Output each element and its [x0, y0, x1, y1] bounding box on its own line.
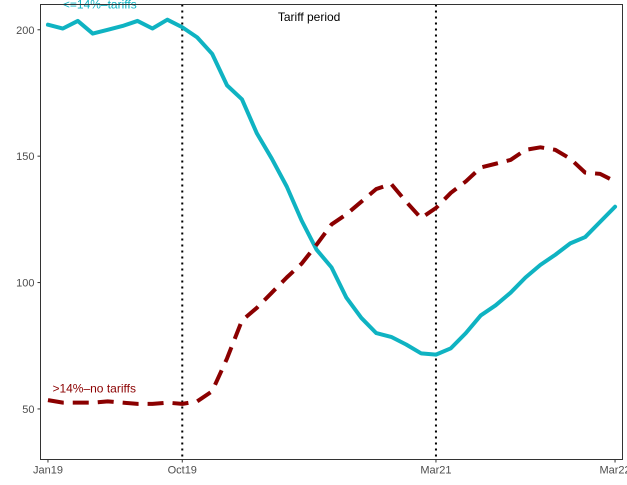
y-tick-label: 50 — [22, 404, 34, 416]
y-tick-label: 100 — [16, 278, 34, 290]
axes: 50 100 150 200 Jan19 Oct19 Mar21 Mar22 — [16, 4, 627, 477]
plot-panel-border — [40, 4, 623, 460]
no-tariffs-series-label: >14%–no tariffs — [52, 382, 136, 396]
tariffs-series-label: <=14%–tariffs — [63, 0, 137, 12]
y-tick-label: 150 — [16, 151, 34, 163]
y-tick-label: 200 — [16, 25, 34, 37]
tariff-period-markers — [181, 4, 437, 460]
x-tick-label: Mar21 — [420, 465, 451, 477]
annotations: Tariff period <=14%–tariffs >14%–no tariff… — [52, 0, 340, 396]
series-line-tariffs — [45, 17, 618, 357]
x-tick-label: Oct19 — [168, 465, 197, 477]
series-line-no-tariffs — [47, 145, 616, 406]
x-tick-label: Jan19 — [33, 465, 63, 477]
x-tick-label: Mar22 — [599, 465, 627, 477]
tariff-period-label: Tariff period — [278, 10, 340, 24]
series-lines — [45, 17, 618, 406]
